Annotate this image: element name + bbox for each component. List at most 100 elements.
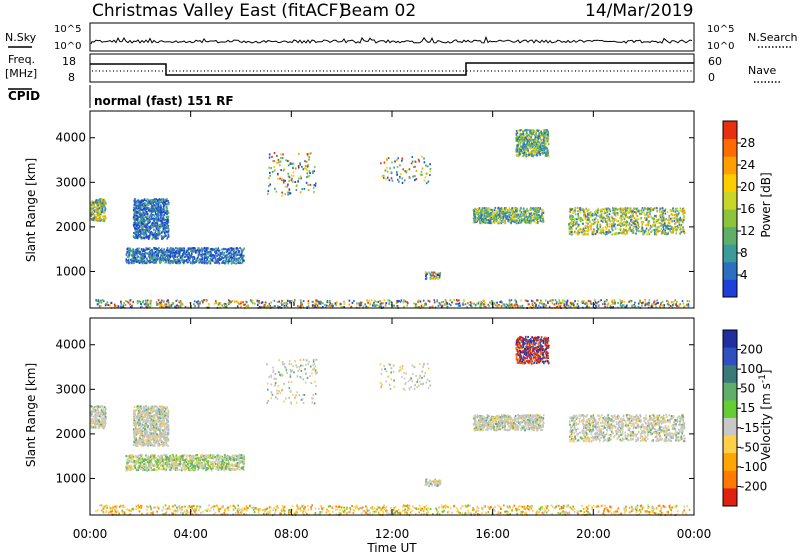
echo-cell [528, 153, 530, 156]
echo-cell [649, 209, 652, 212]
echo-cell [402, 301, 405, 304]
echo-cell [234, 254, 237, 257]
echo-cell [523, 149, 525, 152]
echo-cell [97, 217, 100, 220]
echo-cell [318, 306, 320, 309]
echo-cell [461, 303, 464, 306]
echo-cell [425, 272, 427, 275]
echo-cell [577, 230, 579, 233]
echo-cell [490, 213, 493, 216]
echo-cell [622, 228, 625, 230]
echo-cell [525, 219, 527, 222]
echo-cell [432, 271, 435, 274]
echo-cell [277, 172, 279, 175]
echo-cell [230, 253, 233, 255]
echo-cell [524, 136, 527, 139]
echo-cell [351, 301, 354, 304]
echo-cell [161, 255, 164, 257]
echo-cell [393, 304, 395, 307]
echo-cell [606, 211, 609, 214]
echo-cell [281, 179, 283, 182]
echo-cell [140, 236, 143, 239]
echo-cell [539, 306, 542, 309]
echo-cell [523, 153, 526, 155]
echo-cell [97, 206, 99, 209]
echo-cell [96, 214, 99, 217]
echo-cell [615, 212, 617, 215]
echo-cell [495, 215, 497, 218]
echo-cell [135, 214, 137, 217]
echo-cell [172, 255, 174, 258]
echo-cell [150, 261, 153, 263]
echo-cell [527, 152, 530, 155]
echo-cell [588, 219, 590, 221]
echo-cell [137, 232, 139, 235]
echo-cell [634, 217, 637, 220]
echo-cell [208, 250, 210, 253]
echo-cell [522, 213, 525, 216]
echo-cell [629, 226, 631, 229]
echo-cell [177, 251, 179, 254]
echo-cell [487, 212, 489, 214]
echo-cell [496, 211, 498, 214]
echo-cell [643, 231, 645, 234]
echo-cell [267, 190, 270, 193]
freq-tick-8: 8 [68, 71, 75, 84]
echo-cell [539, 145, 541, 148]
echo-cell [682, 209, 684, 212]
echo-cell [164, 303, 166, 306]
echo-cell [373, 301, 375, 304]
echo-cell [672, 304, 674, 306]
echo-cell [487, 210, 489, 213]
echo-cell [156, 248, 158, 251]
echo-cell [629, 209, 631, 212]
echo-cell [307, 189, 310, 192]
echo-cell [420, 305, 423, 308]
echo-cell [95, 217, 98, 220]
echo-cell [137, 249, 140, 252]
echo-cell [142, 250, 144, 253]
echo-cell [234, 247, 237, 250]
echo-cell [146, 210, 148, 213]
echo-cell [137, 202, 140, 205]
echo-cell [139, 208, 142, 211]
echo-cell [167, 306, 169, 309]
echo-cell [106, 301, 109, 304]
echo-cell [631, 215, 633, 218]
echo-cell [630, 214, 632, 217]
echo-cell [610, 306, 612, 309]
echo-cell [591, 219, 594, 221]
echo-cell [196, 257, 199, 260]
echo-cell [427, 299, 430, 302]
echo-cell [145, 299, 148, 302]
echo-cell [378, 305, 381, 308]
echo-cell [655, 221, 657, 224]
echo-cell [628, 224, 630, 226]
echo-cell [542, 141, 544, 144]
echo-cell [165, 303, 168, 306]
echo-cell [225, 258, 228, 261]
echo-cell [145, 305, 148, 308]
echo-cell [583, 300, 585, 302]
echo-cell [215, 302, 217, 305]
echo-cell [221, 251, 223, 254]
echo-cell [536, 219, 538, 222]
echo-cell [215, 252, 217, 255]
echo-cell [161, 200, 163, 203]
echo-cell [665, 227, 667, 230]
echo-cell [620, 306, 623, 308]
echo-cell [482, 214, 484, 217]
echo-cell [531, 142, 533, 145]
echo-cell [527, 212, 529, 215]
echo-cell [209, 254, 212, 257]
echo-cell [588, 214, 591, 216]
echo-cell [606, 208, 608, 211]
echo-cell [101, 198, 104, 201]
echo-cell [625, 208, 628, 211]
echo-cell [488, 217, 490, 220]
echo-cell [175, 247, 177, 250]
echo-cell [609, 220, 612, 223]
echo-cell [155, 207, 157, 210]
echo-cell [138, 225, 141, 228]
echo-cell [475, 219, 478, 222]
